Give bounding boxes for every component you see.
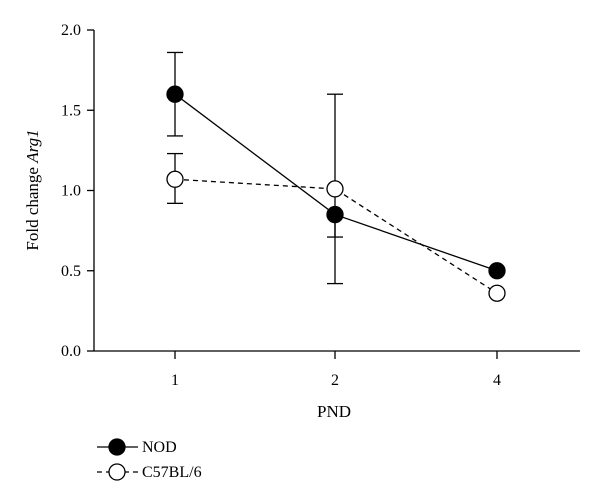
y-tick-label: 0.5 — [61, 263, 81, 280]
y-axis-title: Fold change Arg1 — [23, 129, 42, 250]
data-point-nod — [488, 262, 506, 280]
legend: NOD C57BL/6 — [97, 438, 202, 481]
legend-label-nod: NOD — [142, 439, 177, 456]
x-tick-label: 2 — [331, 372, 339, 389]
data-point-c57bl6 — [488, 284, 506, 302]
y-tick-label: 0.0 — [61, 343, 81, 360]
x-axis-title: PND — [317, 402, 351, 421]
data-point-c57bl6 — [166, 170, 184, 188]
x-tick-label: 4 — [493, 372, 501, 389]
legend-marker-c57bl6 — [108, 463, 126, 481]
x-tick-label: 1 — [171, 372, 179, 389]
data-point-nod — [326, 205, 344, 224]
legend-label-c57bl6: C57BL/6 — [142, 464, 202, 481]
x-axis-ticks: 1 2 4 — [171, 351, 501, 389]
y-axis-ticks: 0.0 0.5 1.0 1.5 2.0 — [61, 22, 94, 360]
data-point-nod — [166, 85, 184, 103]
y-tick-label: 1.0 — [61, 183, 81, 200]
legend-item-nod: NOD — [97, 438, 177, 456]
y-tick-label: 1.5 — [61, 102, 81, 119]
y-tick-label: 2.0 — [61, 22, 81, 39]
plot-area — [166, 51, 506, 302]
y-axis-title-prefix: Fold change — [23, 163, 42, 251]
y-axis-title-gene: Arg1 — [23, 129, 42, 163]
series-line-c57bl6 — [174, 178, 498, 294]
legend-marker-nod — [108, 438, 126, 456]
data-point-c57bl6 — [326, 180, 344, 198]
legend-item-c57bl6: C57BL/6 — [97, 463, 202, 481]
